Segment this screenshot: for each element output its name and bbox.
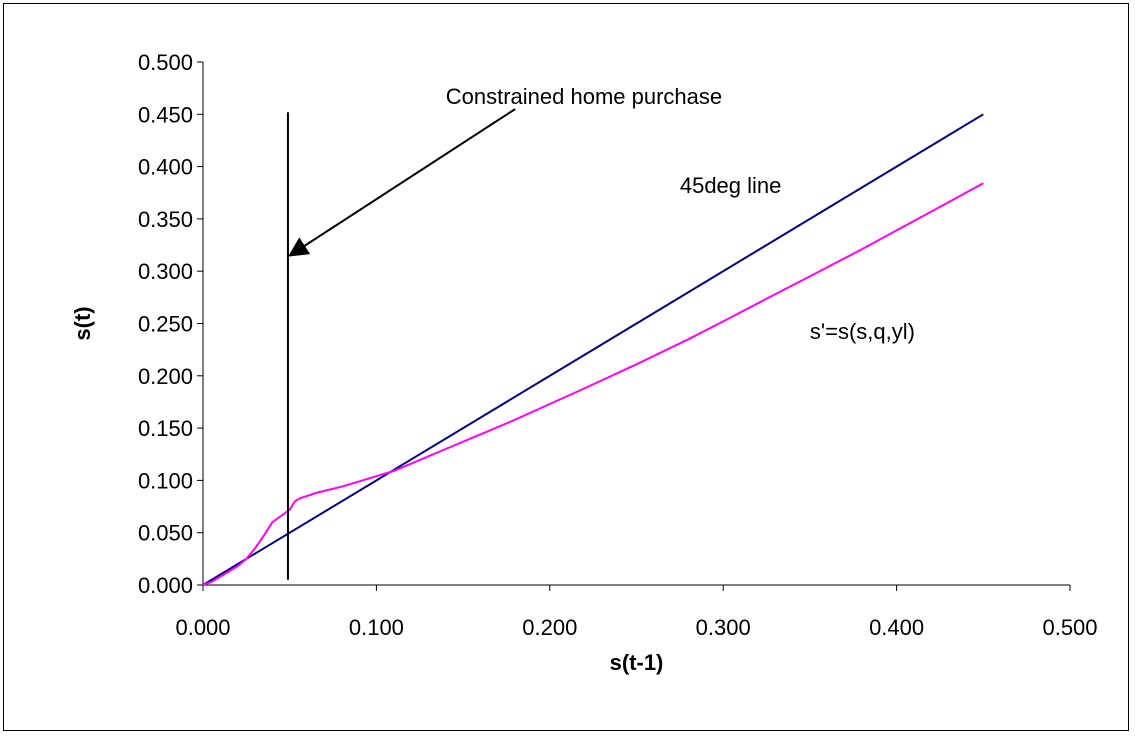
- y-tick-label: 0.400: [138, 155, 193, 180]
- y-tick-label: 0.000: [138, 573, 193, 598]
- y-tick-label: 0.150: [138, 416, 193, 441]
- y-tick-label: 0.450: [138, 102, 193, 127]
- y-tick-label: 0.250: [138, 312, 193, 337]
- series-line-1: [202, 113, 984, 586]
- x-axis-title: s(t-1): [610, 650, 664, 675]
- annotation-arrow: [288, 108, 516, 257]
- x-tick-label: 0.500: [1042, 615, 1097, 640]
- annotation-policy-function: s'=s(s,q,yl): [810, 319, 915, 344]
- x-tick-label: 0.300: [696, 615, 751, 640]
- y-tick-label: 0.050: [138, 521, 193, 546]
- x-tick-label: 0.400: [869, 615, 924, 640]
- y-tick-label: 0.200: [138, 364, 193, 389]
- y-tick-label: 0.300: [138, 259, 193, 284]
- x-tick-label: 0.200: [522, 615, 577, 640]
- annotation-constrained-purchase: Constrained home purchase: [446, 84, 722, 109]
- x-tick-label: 0.000: [175, 615, 230, 640]
- y-axis-title: s(t): [70, 306, 95, 340]
- axes: 0.000 0.050 0.100 0.150 0.200 0.250 0.300 0.350…: [138, 50, 1098, 640]
- series-group: [202, 113, 984, 586]
- annotation-45deg-line: 45deg line: [680, 173, 782, 198]
- x-tick-label: 0.100: [349, 615, 404, 640]
- y-tick-label: 0.100: [138, 468, 193, 493]
- y-tick-label: 0.500: [138, 50, 193, 75]
- annotations: Constrained home purchase 45deg line s'=s(…: [286, 84, 915, 580]
- y-tick-label: 0.350: [138, 207, 193, 232]
- series-line-2: [202, 182, 984, 586]
